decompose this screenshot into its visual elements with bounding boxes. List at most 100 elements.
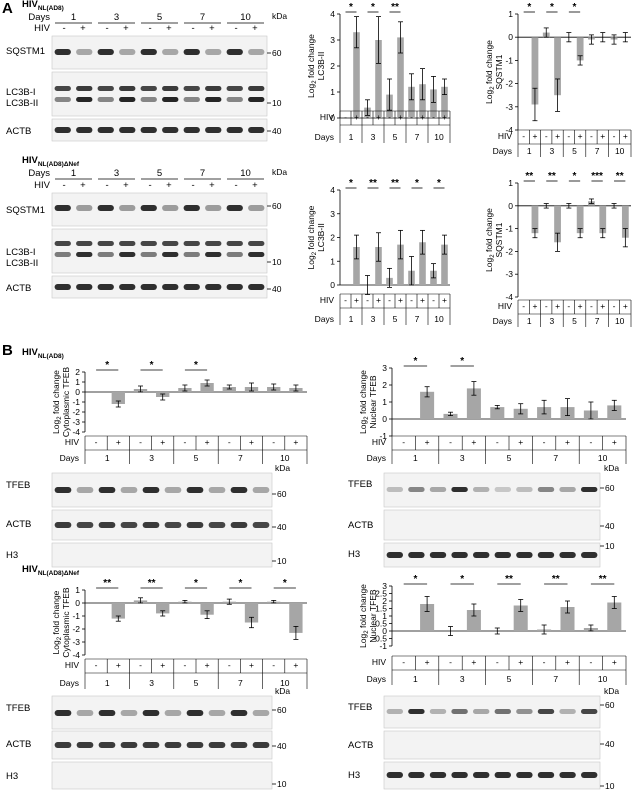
a1-hiv-sign: + xyxy=(123,23,129,34)
blot-band xyxy=(140,241,157,246)
chart-day-label: 10 xyxy=(598,453,608,463)
blot-band xyxy=(205,127,222,133)
chart-hiv-sign: + xyxy=(160,437,165,447)
chart-y-label: Log2 fold changeNuclear TFEB xyxy=(358,584,378,648)
chart-hiv-sign: - xyxy=(567,301,570,311)
blot-band xyxy=(76,97,93,102)
blot-band xyxy=(494,487,512,492)
blot-b2n-actb-frame xyxy=(383,730,601,760)
chart-hiv-sign: - xyxy=(388,295,391,305)
blot-band xyxy=(54,252,71,257)
blot-band xyxy=(472,487,490,492)
blot-band xyxy=(429,709,447,714)
panel-a-strain1-title: HIVNL(AD8) xyxy=(22,0,64,12)
chart-y-label: Log2 fold changeLC3B-II xyxy=(306,205,326,269)
chart-sig-label: ** xyxy=(525,171,533,182)
chart-bar xyxy=(531,205,539,234)
chart-hiv-sign: + xyxy=(420,112,425,122)
a2-day-5: 5 xyxy=(157,168,162,179)
blot-band xyxy=(76,241,93,246)
chart-y-tick-label: -1 xyxy=(72,611,80,621)
blot-band xyxy=(559,709,576,714)
chart-hiv-sign: - xyxy=(545,301,548,311)
blot-band xyxy=(183,97,200,102)
chart-hiv-sign: + xyxy=(471,437,476,447)
blot-a1-actb-frame xyxy=(51,118,268,142)
chart-day-label: 1 xyxy=(527,316,532,326)
chart-hiv-sign: + xyxy=(518,657,523,667)
chart-bar xyxy=(607,405,622,419)
blot-band xyxy=(54,284,71,290)
a2-label-actb: ACTB xyxy=(6,283,31,294)
chart-bar xyxy=(607,602,622,631)
chart-sig-label: * xyxy=(283,578,287,589)
blot-band xyxy=(516,709,533,714)
b2c-kda-label: kDa xyxy=(275,686,290,696)
b1n-kda-label: kDa xyxy=(604,463,619,473)
blot-band xyxy=(140,49,157,55)
chart-sig-label: ** xyxy=(148,578,156,589)
chart-y-tick-label: 0 xyxy=(330,113,335,123)
chart-hiv-sign: + xyxy=(565,437,570,447)
chart-hiv-sign: + xyxy=(376,295,381,305)
chart-day-label: 1 xyxy=(349,132,354,142)
chart-y-tick-label: 3 xyxy=(382,581,387,591)
blot-band xyxy=(119,86,136,91)
chart-hiv-sign: + xyxy=(420,295,425,305)
b1c-kda-label: kDa xyxy=(275,463,290,473)
chart-day-label: 3 xyxy=(460,453,465,463)
chart-hiv-sign: - xyxy=(366,295,369,305)
chart-y-tick-label: 0 xyxy=(75,598,80,608)
blot-band xyxy=(97,284,114,290)
a2-hiv-sign: - xyxy=(62,180,65,191)
chart-day-label: 10 xyxy=(280,678,290,688)
blot-band xyxy=(140,284,157,290)
b2c-label-actb: ACTB xyxy=(6,739,31,750)
blot-b2c-tfeb xyxy=(51,695,273,730)
chart-bar xyxy=(200,383,214,392)
chart-hiv-sign: - xyxy=(95,660,98,670)
a1-hiv-sign: + xyxy=(209,23,215,34)
chart-hiv-sign: - xyxy=(432,295,435,305)
b2n-label-tfeb: TFEB xyxy=(348,702,372,713)
chart-y-tick-label: 1 xyxy=(382,397,387,407)
blot-band xyxy=(537,552,555,558)
blot-band xyxy=(162,241,179,246)
b1c-marker-40: 40 xyxy=(277,522,287,532)
blot-band xyxy=(472,709,490,714)
chart-sig-label: ** xyxy=(103,578,111,589)
chart-y-tick-label: -4 xyxy=(505,125,513,135)
blot-a2-actb-frame xyxy=(51,275,268,299)
chart-y-tick-label: 4 xyxy=(330,185,335,195)
blot-band xyxy=(54,710,72,716)
blot-band xyxy=(205,49,222,55)
chart-day-label: 7 xyxy=(595,316,600,326)
blot-band xyxy=(386,487,404,492)
chart-bar xyxy=(420,391,435,419)
blot-band xyxy=(183,49,200,55)
chart-day-label: 7 xyxy=(238,678,243,688)
blot-band xyxy=(54,49,71,55)
chart-hiv-sign: - xyxy=(589,657,592,667)
b1n-label-actb: ACTB xyxy=(348,520,373,531)
blot-band xyxy=(230,487,248,493)
blot-band xyxy=(140,252,157,257)
blot-band xyxy=(98,742,116,748)
chart-bar xyxy=(375,40,382,118)
b2c-marker-60: 60 xyxy=(277,705,287,715)
chart-y-label: Log2 fold changeNuclear TFEB xyxy=(358,370,378,434)
blot-band xyxy=(451,709,468,714)
blot-band xyxy=(120,710,138,716)
blot-a1-sqstm1 xyxy=(51,35,268,70)
blot-band xyxy=(537,709,555,714)
blot-band xyxy=(252,742,270,748)
chart-bar xyxy=(353,247,360,285)
blot-band xyxy=(76,205,93,211)
chart-day-label: 3 xyxy=(550,316,555,326)
blot-band xyxy=(226,127,243,133)
b1c-label-actb: ACTB xyxy=(6,519,31,530)
blot-band xyxy=(164,522,182,528)
blot-b2c-actb xyxy=(51,730,273,760)
